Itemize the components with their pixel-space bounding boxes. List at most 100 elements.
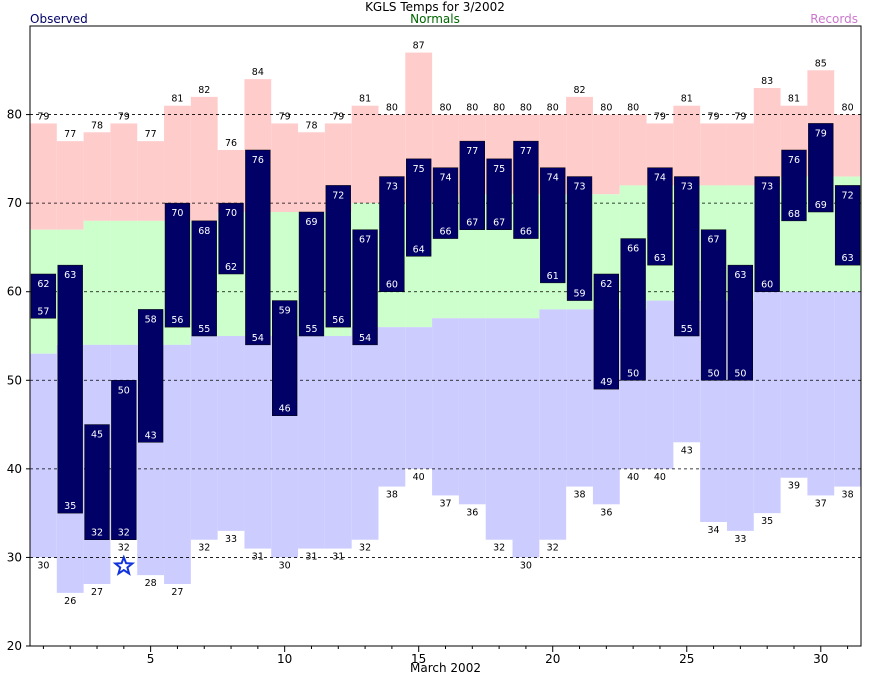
observed-bar: [540, 167, 566, 284]
record-low-band: [164, 344, 191, 584]
observed-bar: [566, 176, 593, 301]
observed-bar: [674, 176, 700, 337]
observed-high-label: 75: [493, 164, 505, 175]
record-high-label: 80: [600, 103, 612, 114]
observed-bar: [191, 220, 217, 337]
record-low-label: 27: [171, 587, 183, 598]
observed-low-label: 61: [547, 271, 559, 282]
record-high-label: 82: [573, 85, 585, 96]
observed-high-label: 73: [761, 182, 773, 193]
x-tick-label: 5: [147, 652, 155, 666]
record-low-band: [324, 336, 352, 549]
observed-high-label: 76: [252, 155, 264, 166]
observed-bar: [513, 140, 539, 239]
observed-bar: [647, 167, 673, 266]
record-high-band: [351, 105, 379, 204]
observed-bar: [30, 273, 57, 319]
record-high-label: 78: [305, 120, 317, 131]
record-low-label: 33: [734, 534, 746, 545]
observed-high-label: 72: [842, 190, 854, 201]
record-low-label: 33: [225, 534, 237, 545]
legend-records: Records: [810, 12, 858, 26]
record-low-label: 34: [708, 525, 720, 536]
record-high-label: 87: [413, 41, 425, 52]
record-low-label: 26: [64, 596, 76, 607]
observed-high-label: 70: [171, 208, 183, 219]
observed-bar: [781, 149, 807, 222]
record-low-label: 30: [520, 560, 532, 571]
record-low-band: [244, 336, 272, 549]
observed-bar: [272, 300, 298, 416]
record-low-band: [539, 309, 567, 540]
record-high-label: 76: [225, 138, 237, 149]
record-high-label: 85: [815, 58, 827, 69]
record-low-label: 31: [332, 552, 344, 563]
observed-high-label: 77: [466, 146, 478, 157]
record-low-label: 31: [252, 552, 264, 563]
observed-high-label: 77: [520, 146, 532, 157]
observed-bar: [754, 176, 780, 292]
record-low-label: 40: [627, 472, 639, 483]
record-high-label: 81: [171, 94, 183, 105]
observed-low-label: 67: [493, 218, 505, 229]
record-low-label: 32: [198, 543, 210, 554]
observed-low-label: 66: [439, 227, 451, 238]
record-high-label: 79: [708, 111, 720, 122]
record-low-label: 38: [842, 490, 854, 501]
record-high-band: [673, 105, 701, 186]
x-tick-label: 30: [813, 652, 828, 666]
observed-high-label: 62: [37, 279, 49, 290]
record-high-label: 78: [91, 120, 103, 131]
record-low-band: [566, 309, 593, 487]
record-low-band: [298, 336, 325, 549]
x-tick-label: 25: [679, 652, 694, 666]
record-low-label: 32: [359, 543, 371, 554]
record-low-band: [780, 291, 808, 478]
x-axis-label: March 2002: [410, 661, 481, 675]
record-high-label: 80: [842, 103, 854, 114]
observed-high-label: 68: [198, 226, 210, 237]
record-high-label: 82: [198, 85, 210, 96]
observed-high-label: 73: [573, 182, 585, 193]
observed-bar: [137, 309, 164, 443]
record-high-label: 80: [547, 103, 559, 114]
record-high-label: 80: [493, 103, 505, 114]
observed-high-label: 50: [118, 385, 130, 396]
record-low-label: 32: [493, 543, 505, 554]
record-low-label: 32: [118, 543, 130, 554]
observed-low-label: 50: [734, 368, 746, 379]
record-high-label: 80: [520, 103, 532, 114]
observed-low-label: 60: [386, 280, 398, 291]
record-high-label: 81: [681, 94, 693, 105]
y-tick-label: 80: [7, 108, 22, 122]
record-high-label: 81: [788, 94, 800, 105]
record-high-label: 80: [627, 103, 639, 114]
record-high-band: [271, 123, 299, 212]
observed-bar: [352, 229, 378, 346]
observed-low-label: 63: [842, 253, 854, 264]
observed-high-label: 63: [64, 270, 76, 281]
observed-low-label: 50: [708, 368, 720, 379]
record-low-label: 37: [815, 498, 827, 509]
observed-high-label: 58: [145, 314, 157, 325]
observed-low-label: 54: [252, 333, 264, 344]
observed-bar: [406, 158, 432, 257]
record-low-label: 38: [573, 490, 585, 501]
observed-low-label: 54: [359, 333, 371, 344]
observed-bar: [218, 202, 244, 275]
record-low-band: [432, 318, 459, 496]
record-high-band: [190, 96, 218, 221]
observed-low-label: 56: [332, 315, 344, 326]
record-low-band: [512, 318, 540, 558]
observed-high-label: 73: [681, 182, 693, 193]
record-high-label: 79: [37, 111, 49, 122]
record-low-band: [458, 318, 486, 505]
observed-low-label: 64: [413, 244, 425, 255]
record-high-label: 79: [734, 111, 746, 122]
record-low-label: 36: [600, 507, 612, 518]
record-high-band: [56, 141, 84, 230]
observed-high-label: 70: [225, 208, 237, 219]
record-low-band: [351, 327, 379, 540]
record-low-label: 39: [788, 481, 800, 492]
observed-bar: [700, 229, 727, 381]
